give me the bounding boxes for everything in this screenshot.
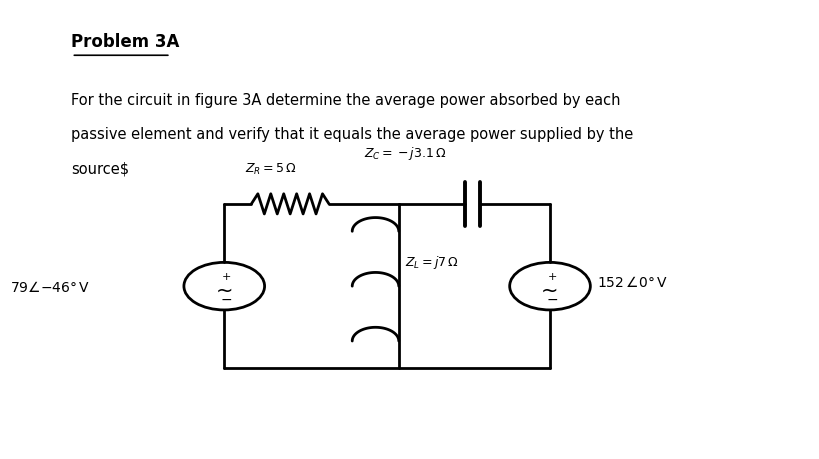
Text: $79\angle{-46°}\,\mathrm{V}$: $79\angle{-46°}\,\mathrm{V}$ xyxy=(10,279,90,294)
Text: $Z_L = j7\,\Omega$: $Z_L = j7\,\Omega$ xyxy=(405,253,459,270)
Text: +: + xyxy=(222,272,231,281)
Text: $152\,\angle{0°}\,\mathrm{V}$: $152\,\angle{0°}\,\mathrm{V}$ xyxy=(596,274,667,290)
Text: Problem 3A: Problem 3A xyxy=(71,34,180,51)
Text: +: + xyxy=(548,272,557,281)
Text: $Z_C = -j3.1\,\Omega$: $Z_C = -j3.1\,\Omega$ xyxy=(364,145,446,162)
Text: $Z_R = 5\,\Omega$: $Z_R = 5\,\Omega$ xyxy=(245,162,296,177)
Text: −: − xyxy=(546,292,559,306)
Text: passive element and verify that it equals the average power supplied by the: passive element and verify that it equal… xyxy=(71,127,634,142)
Text: ~: ~ xyxy=(215,280,233,300)
Text: source$: source$ xyxy=(71,161,129,176)
Text: −: − xyxy=(221,292,233,306)
Text: ~: ~ xyxy=(541,280,559,300)
Text: For the circuit in figure 3A determine the average power absorbed by each: For the circuit in figure 3A determine t… xyxy=(71,93,621,107)
